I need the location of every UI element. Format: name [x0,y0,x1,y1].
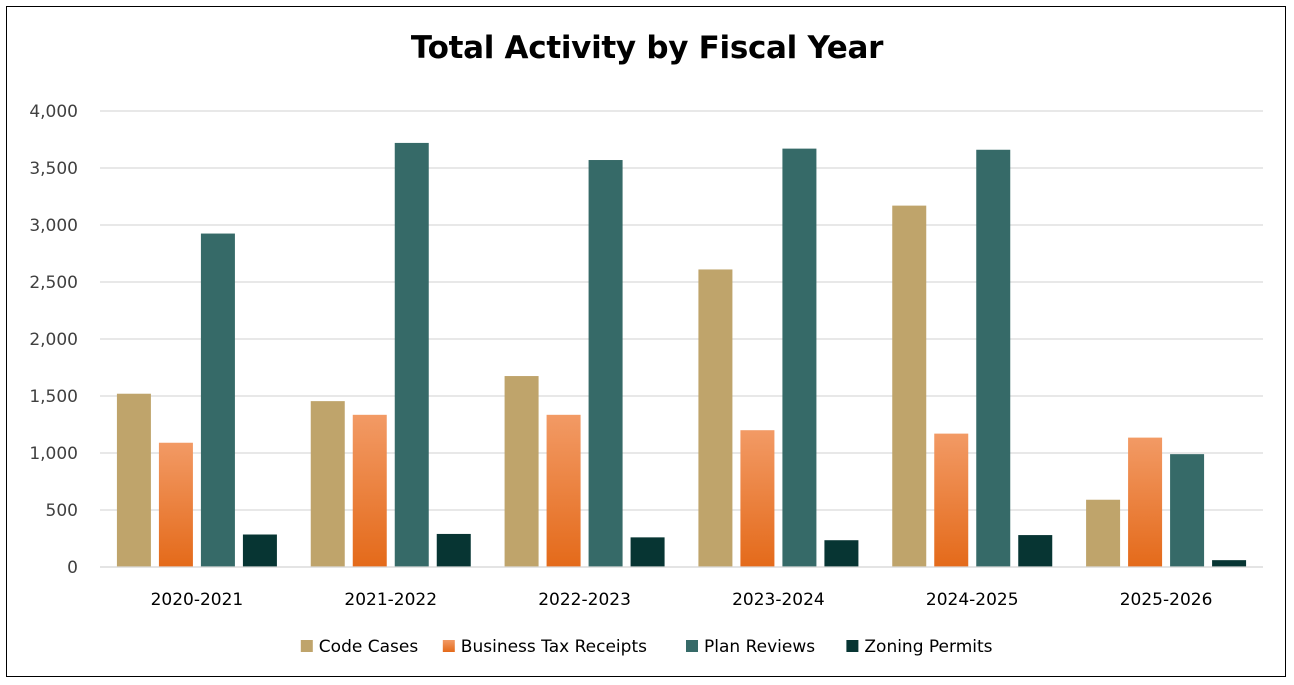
y-tick-label: 500 [46,501,78,521]
legend-label: Code Cases [319,637,419,657]
legend: Code Cases Business Tax Receipts Plan Revi… [300,637,993,657]
bar-plan-reviews [588,160,623,567]
y-tick-label: 1,000 [29,444,78,464]
bar-zoning-permits [1018,535,1053,567]
bar-zoning-permits [436,533,471,567]
bars [116,142,1247,568]
y-tick-label: 2,500 [29,273,78,293]
bar-business-tax-receipts [158,442,193,567]
x-tick-label: 2023-2024 [732,590,825,610]
y-axis: 0 500 1,000 1,500 2,000 2,500 3,000 3,500 4,000 [29,102,78,578]
chart-title: Total Activity by Fiscal Year [410,30,884,66]
y-tick-label: 4,000 [29,102,78,122]
bar-business-tax-receipts [934,433,969,567]
gridlines [100,110,1263,568]
legend-swatch [846,640,859,652]
bar-business-tax-receipts [352,414,387,567]
legend-swatch [442,640,455,652]
x-axis: 2020-2021 2021-2022 2022-2023 2023-2024 2024… [100,566,1263,610]
bar-plan-reviews [782,148,817,567]
bar-business-tax-receipts [1128,437,1163,567]
legend-label: Business Tax Receipts [461,637,647,657]
legend-swatch [300,640,313,652]
x-tick-label: 2021-2022 [344,590,437,610]
y-tick-label: 1,500 [29,387,78,407]
legend-label: Zoning Permits [864,637,992,657]
bar-plan-reviews [976,149,1011,567]
x-tick-label: 2024-2025 [926,590,1019,610]
bar-business-tax-receipts [546,414,581,567]
bar-code-cases [892,205,927,567]
bar-code-cases [1086,499,1121,567]
bar-zoning-permits [242,534,277,567]
bar-code-cases [504,376,539,567]
bar-code-cases [698,269,733,567]
legend-label: Plan Reviews [704,637,815,657]
y-tick-label: 3,000 [29,216,78,236]
bar-zoning-permits [824,540,859,567]
bar-business-tax-receipts [740,430,775,567]
bar-plan-reviews [394,142,429,568]
y-tick-label: 2,000 [29,330,78,350]
bar-zoning-permits [1212,560,1247,567]
x-tick-label: 2025-2026 [1120,590,1213,610]
bar-code-cases [116,393,151,567]
x-tick-label: 2022-2023 [538,590,631,610]
legend-swatch [686,640,698,652]
x-tick-label: 2020-2021 [151,590,244,610]
bar-plan-reviews [200,233,235,568]
bar-code-cases [310,401,345,567]
y-tick-label: 0 [67,558,78,578]
y-tick-label: 3,500 [29,159,78,179]
bar-plan-reviews [1170,454,1205,567]
bar-zoning-permits [630,537,665,567]
